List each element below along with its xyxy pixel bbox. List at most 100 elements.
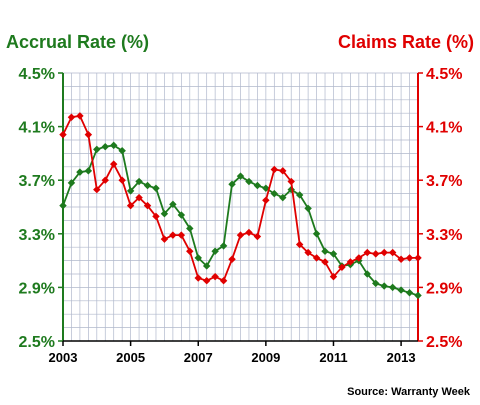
claims-rate-point — [177, 231, 186, 239]
left-y-tick-label: 2.5% — [19, 334, 55, 351]
claims-rate-point — [84, 130, 93, 139]
claims-rate-point — [126, 201, 135, 210]
claims-rate-point — [135, 193, 143, 202]
claims-rate-point — [160, 235, 169, 243]
accrual-rate-point — [211, 247, 219, 255]
claims-rate-point — [228, 255, 236, 263]
accrual-rate-point — [143, 181, 152, 190]
claims-rate-point — [152, 212, 160, 221]
accrual-rate-point — [414, 291, 422, 300]
claims-rate-point — [186, 247, 194, 255]
accrual-rate-point — [228, 180, 236, 188]
claims-rate-point — [295, 240, 304, 249]
accrual-rate-point — [59, 201, 67, 210]
claims-rate-point — [346, 258, 355, 266]
right-y-tick-label: 3.7% — [426, 173, 462, 190]
source-note: Source: Warranty Week — [347, 386, 471, 398]
accrual-rate-point — [160, 209, 169, 218]
right-y-tick-label: 3.3% — [426, 227, 462, 244]
accrual-rate-point — [372, 279, 380, 288]
claims-rate-point — [363, 248, 372, 257]
right-y-tick-label: 4.1% — [426, 120, 462, 137]
claims-rate-point — [262, 196, 270, 205]
accrual-rate-point — [67, 179, 76, 187]
claims-rate-point — [109, 160, 118, 168]
claims-rate-point — [67, 113, 76, 121]
claims-rate-point — [388, 248, 397, 257]
left-y-tick-label: 4.1% — [19, 120, 55, 137]
x-tick-label: 2013 — [387, 350, 416, 365]
accrual-rate-point — [126, 187, 135, 195]
accrual-rate-point — [236, 172, 245, 180]
accrual-rate-point — [363, 270, 372, 278]
right-y-tick-label: 2.5% — [426, 334, 462, 351]
left-y-tick-label: 2.9% — [19, 280, 55, 297]
claims-rate-point — [202, 276, 211, 285]
claims-rate-point — [279, 167, 287, 175]
accrual-rate-point — [177, 211, 186, 219]
series — [59, 112, 422, 300]
claims-rate-point — [414, 254, 422, 262]
accrual-rate-point — [101, 142, 109, 151]
accrual-rate-point — [380, 282, 388, 290]
accrual-rate-point — [304, 204, 312, 213]
claims-rate-point — [76, 112, 84, 120]
accrual-rate-point — [202, 262, 211, 270]
claims-rate-point — [372, 250, 380, 258]
accrual-rate-point — [321, 247, 329, 255]
accrual-rate-point — [76, 168, 84, 176]
claims-rate-point — [397, 255, 405, 263]
accrual-rate-point — [397, 286, 405, 294]
accrual-rate-point — [295, 191, 304, 199]
claims-rate-point — [405, 254, 414, 262]
accrual-rate-point — [287, 185, 295, 194]
right-y-tick-label: 2.9% — [426, 280, 462, 297]
accrual-rate-point — [253, 181, 262, 190]
x-tick-label: 2003 — [49, 350, 78, 365]
x-tick-label: 2011 — [319, 350, 347, 365]
claims-rate-point — [211, 272, 219, 281]
left-y-tick-label: 3.3% — [19, 227, 55, 244]
accrual-rate-point — [152, 184, 160, 192]
claims-rate-point — [380, 248, 388, 257]
accrual-rate-point — [109, 141, 118, 150]
x-tick-label: 2007 — [184, 350, 213, 365]
left-y-tick-label: 4.5% — [19, 66, 55, 83]
claims-rate-point — [338, 263, 346, 272]
claims-rate-point — [253, 232, 262, 241]
claims-rate-point — [169, 231, 177, 239]
claims-rate-point — [355, 254, 363, 262]
grid-lines — [62, 72, 419, 342]
accrual-rate-point — [186, 224, 194, 233]
claims-rate-point — [59, 130, 67, 139]
claims-rate-point — [93, 185, 101, 194]
accrual-rate-point — [219, 242, 228, 250]
accrual-rate-point — [270, 189, 279, 198]
claims-rate-point — [219, 276, 228, 285]
accrual-rate-point — [194, 254, 202, 262]
accrual-rate-point — [169, 200, 177, 209]
claims-rate-point — [101, 176, 109, 184]
claims-rate-point — [143, 201, 152, 210]
tick-labels: 2.5% 2.5% 2.9% 2.9% 3.3% 3.3% 3.7% 3.7% 4.1% 4.1%… — [19, 66, 463, 365]
accrual-rate-point — [118, 146, 126, 155]
claims-rate-point — [287, 177, 295, 186]
accrual-rate-point — [84, 167, 93, 175]
claims-rate-point — [329, 272, 338, 281]
left-axis-title: Accrual Rate (%) — [6, 32, 149, 52]
accrual-rate-point — [262, 184, 270, 192]
left-y-tick-label: 3.7% — [19, 173, 55, 190]
accrual-rate-point — [93, 145, 101, 154]
accrual-rate-point — [279, 193, 287, 202]
accrual-rate-point — [245, 177, 253, 186]
accrual-rate-point — [388, 283, 397, 292]
claims-rate-point — [270, 165, 279, 174]
claims-rate-point — [236, 231, 245, 239]
right-axis-title: Claims Rate (%) — [338, 32, 474, 52]
accrual-rate-point — [135, 177, 143, 186]
claims-rate-point — [304, 248, 312, 257]
x-tick-label: 2009 — [251, 350, 280, 365]
